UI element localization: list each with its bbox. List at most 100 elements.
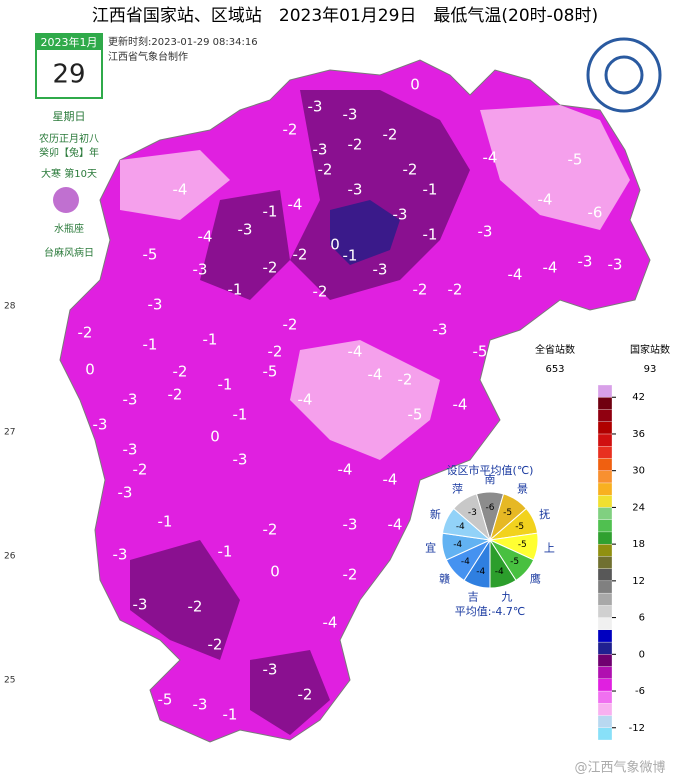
temp-label: -5 bbox=[263, 363, 278, 381]
temp-label: 0 bbox=[410, 76, 420, 94]
colorbar-label: 36 bbox=[632, 429, 645, 440]
temp-label: -3 bbox=[118, 484, 133, 502]
lat-label: 26 bbox=[4, 552, 16, 562]
pie-value: -5 bbox=[510, 557, 519, 567]
temp-label: -2 bbox=[263, 521, 278, 539]
pie-city: 上 bbox=[544, 542, 555, 555]
pie-city: 赣 bbox=[439, 571, 450, 585]
temp-label: -2 bbox=[343, 566, 358, 584]
temp-label: -4 bbox=[348, 343, 363, 361]
temp-label: -1 bbox=[223, 706, 238, 724]
colorbar-label: 0 bbox=[639, 649, 645, 660]
temp-label: -3 bbox=[193, 696, 208, 714]
temp-label: -1 bbox=[218, 543, 233, 561]
temp-label: -1 bbox=[423, 181, 438, 199]
jieqi: 大寒 第10天 bbox=[41, 167, 97, 180]
temp-label: -3 bbox=[148, 296, 163, 314]
cold-area bbox=[250, 650, 330, 735]
temp-label: -4 bbox=[173, 181, 188, 199]
temp-label: -5 bbox=[408, 406, 423, 424]
temp-label: -4 bbox=[543, 259, 558, 277]
temp-label: -3 bbox=[578, 253, 593, 271]
colorbar-cell bbox=[597, 470, 613, 484]
temp-label: -1 bbox=[343, 247, 358, 265]
pie-value: -4 bbox=[453, 540, 462, 550]
title: 江西省国家站、区域站 2023年01月29日 最低气温(20时-08时) bbox=[92, 6, 598, 26]
temp-label: -2 bbox=[398, 371, 413, 389]
temp-label: -2 bbox=[313, 283, 328, 301]
warm-area bbox=[480, 105, 630, 230]
temp-label: -4 bbox=[383, 471, 398, 489]
temp-label: -2 bbox=[298, 686, 313, 704]
colorbar-cell bbox=[597, 641, 613, 655]
pie-slice bbox=[453, 493, 491, 542]
temp-label: -2 bbox=[78, 324, 93, 342]
temp-label: -4 bbox=[368, 366, 383, 384]
zodiac-icon bbox=[53, 187, 79, 213]
temp-label: 0 bbox=[85, 361, 95, 379]
temp-label: -3 bbox=[343, 516, 358, 534]
colorbar-cell bbox=[597, 556, 613, 569]
emblem bbox=[604, 55, 644, 95]
temp-label: -4 bbox=[198, 228, 213, 246]
temp-label: -3 bbox=[233, 451, 248, 469]
temp-label: -3 bbox=[263, 661, 278, 679]
temp-label: -3 bbox=[433, 321, 448, 339]
colorbar-cell bbox=[597, 458, 613, 471]
temp-label: -2 bbox=[168, 386, 183, 404]
pie-city: 吉 bbox=[468, 591, 479, 604]
lat-label: 27 bbox=[4, 428, 15, 438]
temp-label: -4 bbox=[508, 266, 523, 284]
lat-label: 25 bbox=[4, 676, 15, 686]
temp-label: -2 bbox=[188, 598, 203, 616]
colorbar-cell bbox=[597, 580, 613, 594]
lake bbox=[330, 200, 400, 265]
colorbar-cell bbox=[597, 543, 613, 557]
temp-label: -2 bbox=[268, 343, 283, 361]
pie-value: -6 bbox=[486, 503, 495, 513]
calendar-month: 2023年1月 bbox=[41, 35, 98, 49]
colorbar-cell bbox=[597, 715, 613, 728]
update-time: 更新时刻:2023-01-29 08:34:16 bbox=[108, 35, 258, 48]
temp-label: -3 bbox=[393, 206, 408, 224]
temp-label: -3 bbox=[238, 221, 253, 239]
colorbar-cell bbox=[597, 482, 613, 496]
colorbar-label: 24 bbox=[632, 502, 645, 513]
pie-title: 设区市平均值(℃) bbox=[447, 463, 534, 477]
temp-label: -2 bbox=[173, 363, 188, 381]
temp-label: -3 bbox=[93, 416, 108, 434]
temp-label: -4 bbox=[338, 461, 353, 479]
colorbar-cell bbox=[597, 519, 613, 533]
colorbar-cell bbox=[597, 397, 613, 410]
pie-city: 鹰 bbox=[530, 571, 541, 585]
colorbar-cell bbox=[597, 703, 613, 716]
temp-label: -1 bbox=[143, 336, 158, 354]
temp-label: -5 bbox=[473, 343, 488, 361]
pie-value: -3 bbox=[468, 508, 477, 518]
pie-value: -4 bbox=[476, 567, 485, 577]
colorbar-cell bbox=[597, 384, 613, 398]
temp-label: -2 bbox=[283, 121, 298, 139]
colorbar-cell bbox=[597, 605, 613, 618]
colorbar-cell bbox=[597, 421, 613, 435]
colorbar-cell bbox=[597, 409, 613, 422]
colorbar-cell bbox=[597, 617, 613, 630]
colorbar-cell bbox=[597, 446, 613, 459]
maker: 江西省气象台制作 bbox=[108, 50, 188, 63]
colorbar-label: 18 bbox=[632, 539, 645, 550]
pie-city: 萍 bbox=[452, 483, 463, 496]
colorbar-cell bbox=[597, 690, 613, 704]
cold-area bbox=[130, 540, 240, 660]
temp-label: -2 bbox=[283, 316, 298, 334]
festival: 台麻风病日 bbox=[44, 246, 94, 259]
temp-label: -2 bbox=[133, 461, 148, 479]
all-count: 653 bbox=[545, 364, 564, 375]
temp-label: -4 bbox=[453, 396, 468, 414]
calendar-header bbox=[36, 34, 102, 50]
colorbar-label: 42 bbox=[632, 392, 645, 403]
pie-value: -4 bbox=[461, 557, 470, 567]
pie-value: -5 bbox=[518, 540, 527, 550]
pie-value: -5 bbox=[515, 522, 524, 532]
pie-value: -5 bbox=[503, 508, 512, 518]
